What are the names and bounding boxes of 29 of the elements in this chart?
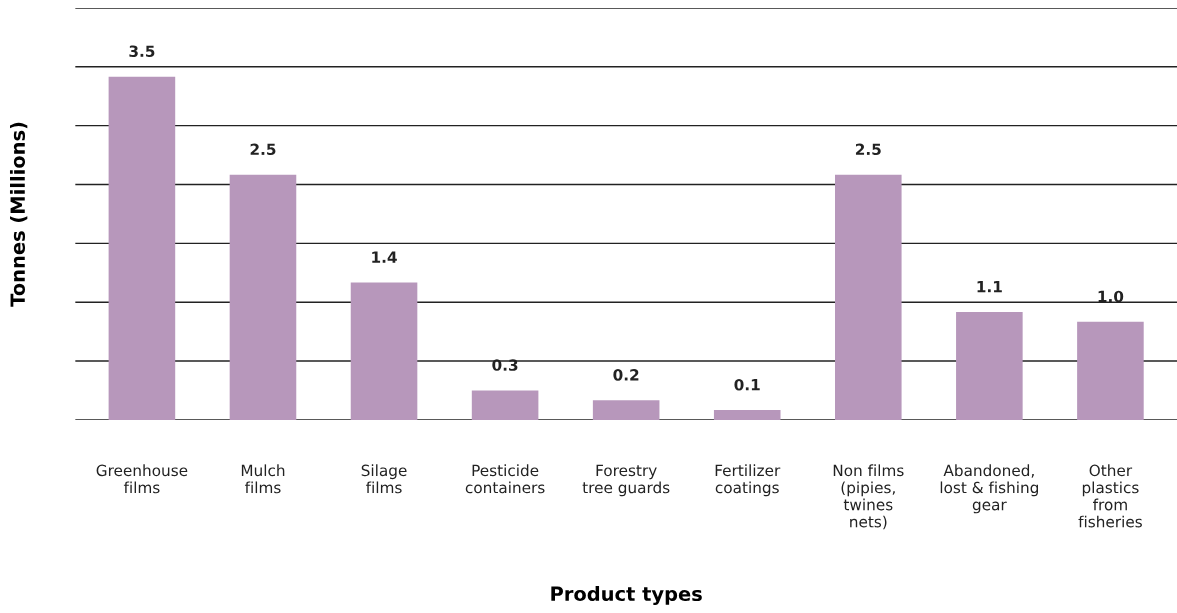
bar [350,282,418,420]
x-tick-label: Greenhouse films [96,464,188,494]
bar [471,390,539,420]
x-tick-label: Forestry tree guards [582,464,670,497]
x-tick-label: Other plastics from fisheries [1078,464,1142,528]
data-label: 0.3 [492,359,518,371]
data-label: 1.4 [372,251,397,263]
data-label: 1.0 [1098,290,1124,303]
data-label: 0.2 [613,369,639,381]
x-tick-label: Silage films [361,464,407,494]
bar [108,76,176,420]
bar [229,174,297,420]
data-label: 2.5 [855,143,881,156]
data-label: 0.1 [734,378,760,391]
x-tick-label: Non films (pipies, twines nets) [833,464,904,530]
data-label: 1.1 [977,281,1002,293]
bar [835,174,902,420]
x-axis-title: Product types [551,586,702,605]
bar [713,410,781,420]
y-axis-title: Tonnes (Millions) [9,122,28,307]
x-tick-label: Pesticide containers [465,464,545,494]
bar [1077,321,1144,420]
x-tick-label: Abandoned, lost & fishing gear [940,464,1038,514]
bar [592,400,660,420]
data-label: 2.5 [250,143,276,156]
data-label: 3.5 [129,45,155,57]
x-tick-label: Fertilizer coatings [715,464,781,497]
x-tick-label: Mulch films [241,464,285,494]
bar [956,312,1023,420]
